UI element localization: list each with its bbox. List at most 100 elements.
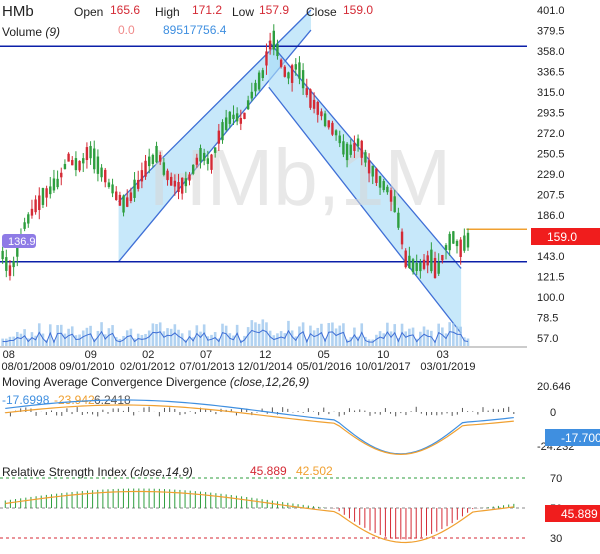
last-price-badge: 159.0 <box>531 228 600 245</box>
volume-bar <box>89 325 92 346</box>
x-tick-bottom-3: 07/01/2013 <box>180 361 235 373</box>
volume-bar <box>202 324 206 346</box>
volume-bar <box>239 339 243 346</box>
candle-body <box>375 168 378 183</box>
macd-title: Moving Average Convergence Divergence (c… <box>2 375 309 389</box>
volume-bar <box>228 333 232 346</box>
x-tick-bottom-5: 05/01/2016 <box>297 361 352 373</box>
volume-bar <box>118 338 122 346</box>
volume-bar <box>103 334 107 346</box>
header: HMb Open 165.6 High 171.2 Low 157.9 Clos… <box>2 3 373 39</box>
volume-bar <box>23 329 26 346</box>
candle-body <box>16 246 19 257</box>
volume-value-1: 0.0 <box>118 23 135 37</box>
volume-bar <box>56 325 59 346</box>
candle-body <box>148 156 151 167</box>
candles <box>1 24 470 281</box>
candle-body <box>85 147 89 160</box>
volume-bar <box>279 331 283 346</box>
candle-body <box>257 72 261 90</box>
volume-bar <box>437 323 440 346</box>
price-axis-ticks: 401.0 379.5 358.0 336.5 315.0 293.5 272.0 250.5… <box>537 5 565 345</box>
candle-body <box>235 113 239 122</box>
candle-body <box>41 187 45 205</box>
candle-body <box>386 186 389 193</box>
x-tick-bottom-2: 02/01/2012 <box>120 361 175 373</box>
svg-text:45.889: 45.889 <box>561 507 598 521</box>
candle-body <box>56 178 59 188</box>
candle-body <box>202 152 206 161</box>
volume-bar <box>177 329 180 346</box>
macd-badge: -17.700 <box>545 429 600 446</box>
candle-body <box>224 117 228 130</box>
candle-body <box>210 154 213 170</box>
x-tick-bottom-0: 08/01/2008 <box>1 361 56 373</box>
volume-bar <box>85 327 89 346</box>
volume-bar <box>243 335 246 346</box>
candle-body <box>184 178 188 187</box>
volume-bar <box>419 331 422 346</box>
volume-bar <box>382 333 386 346</box>
candle-body <box>63 163 67 170</box>
macd-signal-line <box>5 404 514 455</box>
volume-bar <box>364 336 367 346</box>
candle-body <box>331 122 334 135</box>
candle-body <box>118 194 122 206</box>
volume-bar <box>107 328 111 346</box>
volume-bar <box>48 324 52 346</box>
candle-body <box>23 222 26 229</box>
volume-bar <box>452 323 455 346</box>
candle-body <box>353 142 356 151</box>
volume-bar <box>100 322 103 346</box>
candle-body <box>93 148 96 170</box>
volume-bar <box>334 328 338 346</box>
x-tick-top-4: 12 <box>259 349 271 361</box>
left-price-badge: 136.9 <box>2 234 36 248</box>
volume-bar <box>312 330 316 346</box>
volume-bar <box>63 333 67 346</box>
volume-bar <box>81 330 85 346</box>
price-tick-1: 379.5 <box>537 26 565 38</box>
volume-bar <box>41 333 45 346</box>
x-tick-top-5: 05 <box>318 349 330 361</box>
price-tick-13: 121.5 <box>537 272 565 284</box>
svg-text:136.9: 136.9 <box>8 236 36 248</box>
volume-bar <box>375 334 378 346</box>
symbol: HMb <box>2 3 34 20</box>
volume-bar <box>353 327 356 346</box>
macd-tick-zero: 0 <box>550 407 556 419</box>
channel-line-low-1 <box>268 86 462 334</box>
candle-body <box>155 145 158 163</box>
price-tick-16: 57.0 <box>537 333 558 345</box>
volume-bar <box>272 335 276 346</box>
price-tick-0: 401.0 <box>537 5 565 17</box>
volume-bar <box>210 334 213 346</box>
volume-bar <box>400 323 404 346</box>
candle-body <box>452 231 455 244</box>
volume-bar <box>195 325 199 346</box>
volume-bar <box>320 323 323 346</box>
volume-bar <box>1 338 4 346</box>
candle-body <box>312 99 316 109</box>
price-tick-7: 250.5 <box>537 149 565 161</box>
candle-body <box>243 112 246 119</box>
candle-body <box>364 152 367 163</box>
candle-body <box>378 176 382 188</box>
candle-body <box>166 170 169 181</box>
candle-body <box>122 195 125 213</box>
candle-body <box>5 257 8 271</box>
candle-body <box>82 158 85 164</box>
volume-bar <box>37 323 41 346</box>
price-tick-6: 272.0 <box>537 128 565 140</box>
volume-bar <box>393 324 397 346</box>
candle-body <box>444 245 448 251</box>
rsi-tick-30: 30 <box>550 533 562 545</box>
candle-body <box>345 143 349 161</box>
candle-body <box>298 62 301 79</box>
volume-bar <box>254 322 257 346</box>
volume-bar <box>309 325 312 346</box>
volume-bar <box>173 324 177 346</box>
candle-body <box>133 179 136 198</box>
volume-bar <box>360 323 364 346</box>
candle-body <box>411 259 415 273</box>
